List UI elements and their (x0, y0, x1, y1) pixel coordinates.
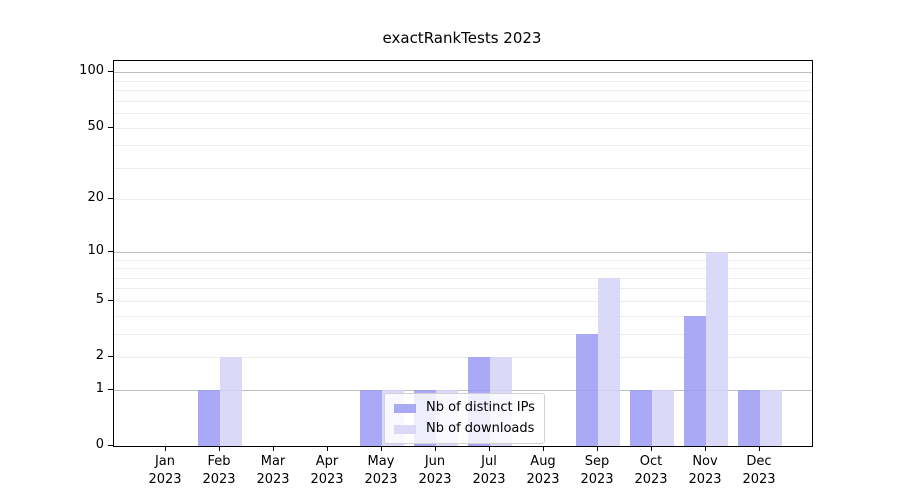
x-tick-mark-mar (273, 446, 274, 451)
x-tick-mark-sep (597, 446, 598, 451)
bar-downloads-sep (598, 277, 620, 446)
x-tick-label-apr: Apr 2023 (310, 454, 344, 487)
bar-downloads-feb (220, 357, 242, 446)
x-tick-mark-dec (759, 446, 760, 451)
minor-gridline-80 (114, 90, 812, 91)
minor-gridline-3 (114, 333, 812, 335)
x-tick-mark-jan (165, 446, 166, 451)
minor-gridline-5 (114, 300, 812, 302)
legend-item-distinct-ips: Nb of distinct IPs (394, 400, 535, 416)
x-tick-label-jan: Jan 2023 (148, 454, 182, 487)
y-tick-mark-0 (108, 445, 113, 446)
y-tick-mark-2 (108, 356, 113, 357)
minor-gridline-70 (114, 100, 812, 102)
x-tick-label-aug: Aug 2023 (526, 454, 560, 487)
x-tick-label-may: May 2023 (364, 454, 398, 487)
y-tick-mark-50 (108, 126, 113, 128)
legend-swatch-icon (394, 424, 416, 434)
bar-distinct-ips-oct (630, 389, 652, 446)
y-tick-mark-1 (108, 388, 113, 390)
x-tick-mark-feb (219, 446, 220, 451)
minor-gridline-9 (114, 259, 812, 261)
x-tick-label-jun: Jun 2023 (418, 454, 452, 487)
y-tick-label-20: 20 (87, 190, 104, 206)
x-tick-mark-aug (543, 446, 544, 451)
legend-label: Nb of downloads (426, 421, 535, 436)
minor-gridline-50 (114, 127, 812, 129)
bar-distinct-ips-dec (738, 389, 760, 446)
x-tick-mark-jul (489, 446, 490, 451)
minor-gridline-30 (114, 167, 812, 169)
x-tick-label-sep: Sep 2023 (580, 454, 614, 487)
legend-item-downloads: Nb of downloads (394, 421, 535, 437)
y-tick-label-50: 50 (87, 118, 104, 134)
minor-gridline-7 (114, 277, 812, 279)
x-tick-mark-jun (435, 446, 436, 451)
y-tick-mark-10 (108, 250, 113, 252)
minor-gridline-20 (114, 199, 812, 201)
minor-gridline-90 (114, 80, 812, 82)
y-tick-label-5: 5 (95, 291, 104, 307)
bar-distinct-ips-sep (576, 333, 598, 446)
minor-gridline-2 (114, 357, 812, 358)
plot-area: Nb of distinct IPs Nb of downloads (113, 60, 813, 447)
minor-gridline-6 (114, 288, 812, 290)
bar-downloads-dec (760, 389, 782, 446)
major-gridline-100 (114, 72, 812, 74)
y-tick-label-10: 10 (87, 242, 104, 258)
bar-downloads-nov (706, 251, 728, 446)
y-tick-mark-20 (108, 198, 113, 200)
y-tick-label-0: 0 (95, 437, 104, 452)
bar-distinct-ips-feb (198, 389, 220, 446)
bar-distinct-ips-may (360, 389, 382, 446)
major-gridline-10 (114, 251, 812, 253)
y-tick-label-2: 2 (95, 348, 104, 363)
y-tick-label-100: 100 (79, 63, 104, 79)
legend-swatch-icon (394, 403, 416, 413)
y-tick-mark-5 (108, 299, 113, 301)
bar-downloads-oct (652, 389, 674, 446)
x-tick-label-jul: Jul 2023 (472, 454, 506, 487)
y-tick-label-1: 1 (95, 380, 104, 396)
minor-gridline-4 (114, 315, 812, 317)
legend-label: Nb of distinct IPs (426, 400, 535, 415)
x-tick-mark-oct (651, 446, 652, 451)
x-tick-label-nov: Nov 2023 (688, 454, 722, 487)
x-tick-label-mar: Mar 2023 (256, 454, 290, 487)
x-tick-label-feb: Feb 2023 (202, 454, 236, 487)
minor-gridline-8 (114, 268, 812, 269)
x-tick-label-dec: Dec 2023 (742, 454, 776, 487)
major-gridline-1 (114, 389, 812, 391)
bar-distinct-ips-nov (684, 315, 706, 446)
legend: Nb of distinct IPs Nb of downloads (384, 393, 545, 444)
x-tick-label-oct: Oct 2023 (634, 454, 668, 487)
y-tick-mark-100 (108, 71, 113, 73)
x-tick-mark-apr (327, 446, 328, 451)
x-tick-mark-may (381, 446, 382, 451)
x-tick-mark-nov (705, 446, 706, 451)
minor-gridline-60 (114, 113, 812, 114)
chart-title: exactRankTests 2023 (382, 29, 542, 47)
minor-gridline-40 (114, 145, 812, 147)
